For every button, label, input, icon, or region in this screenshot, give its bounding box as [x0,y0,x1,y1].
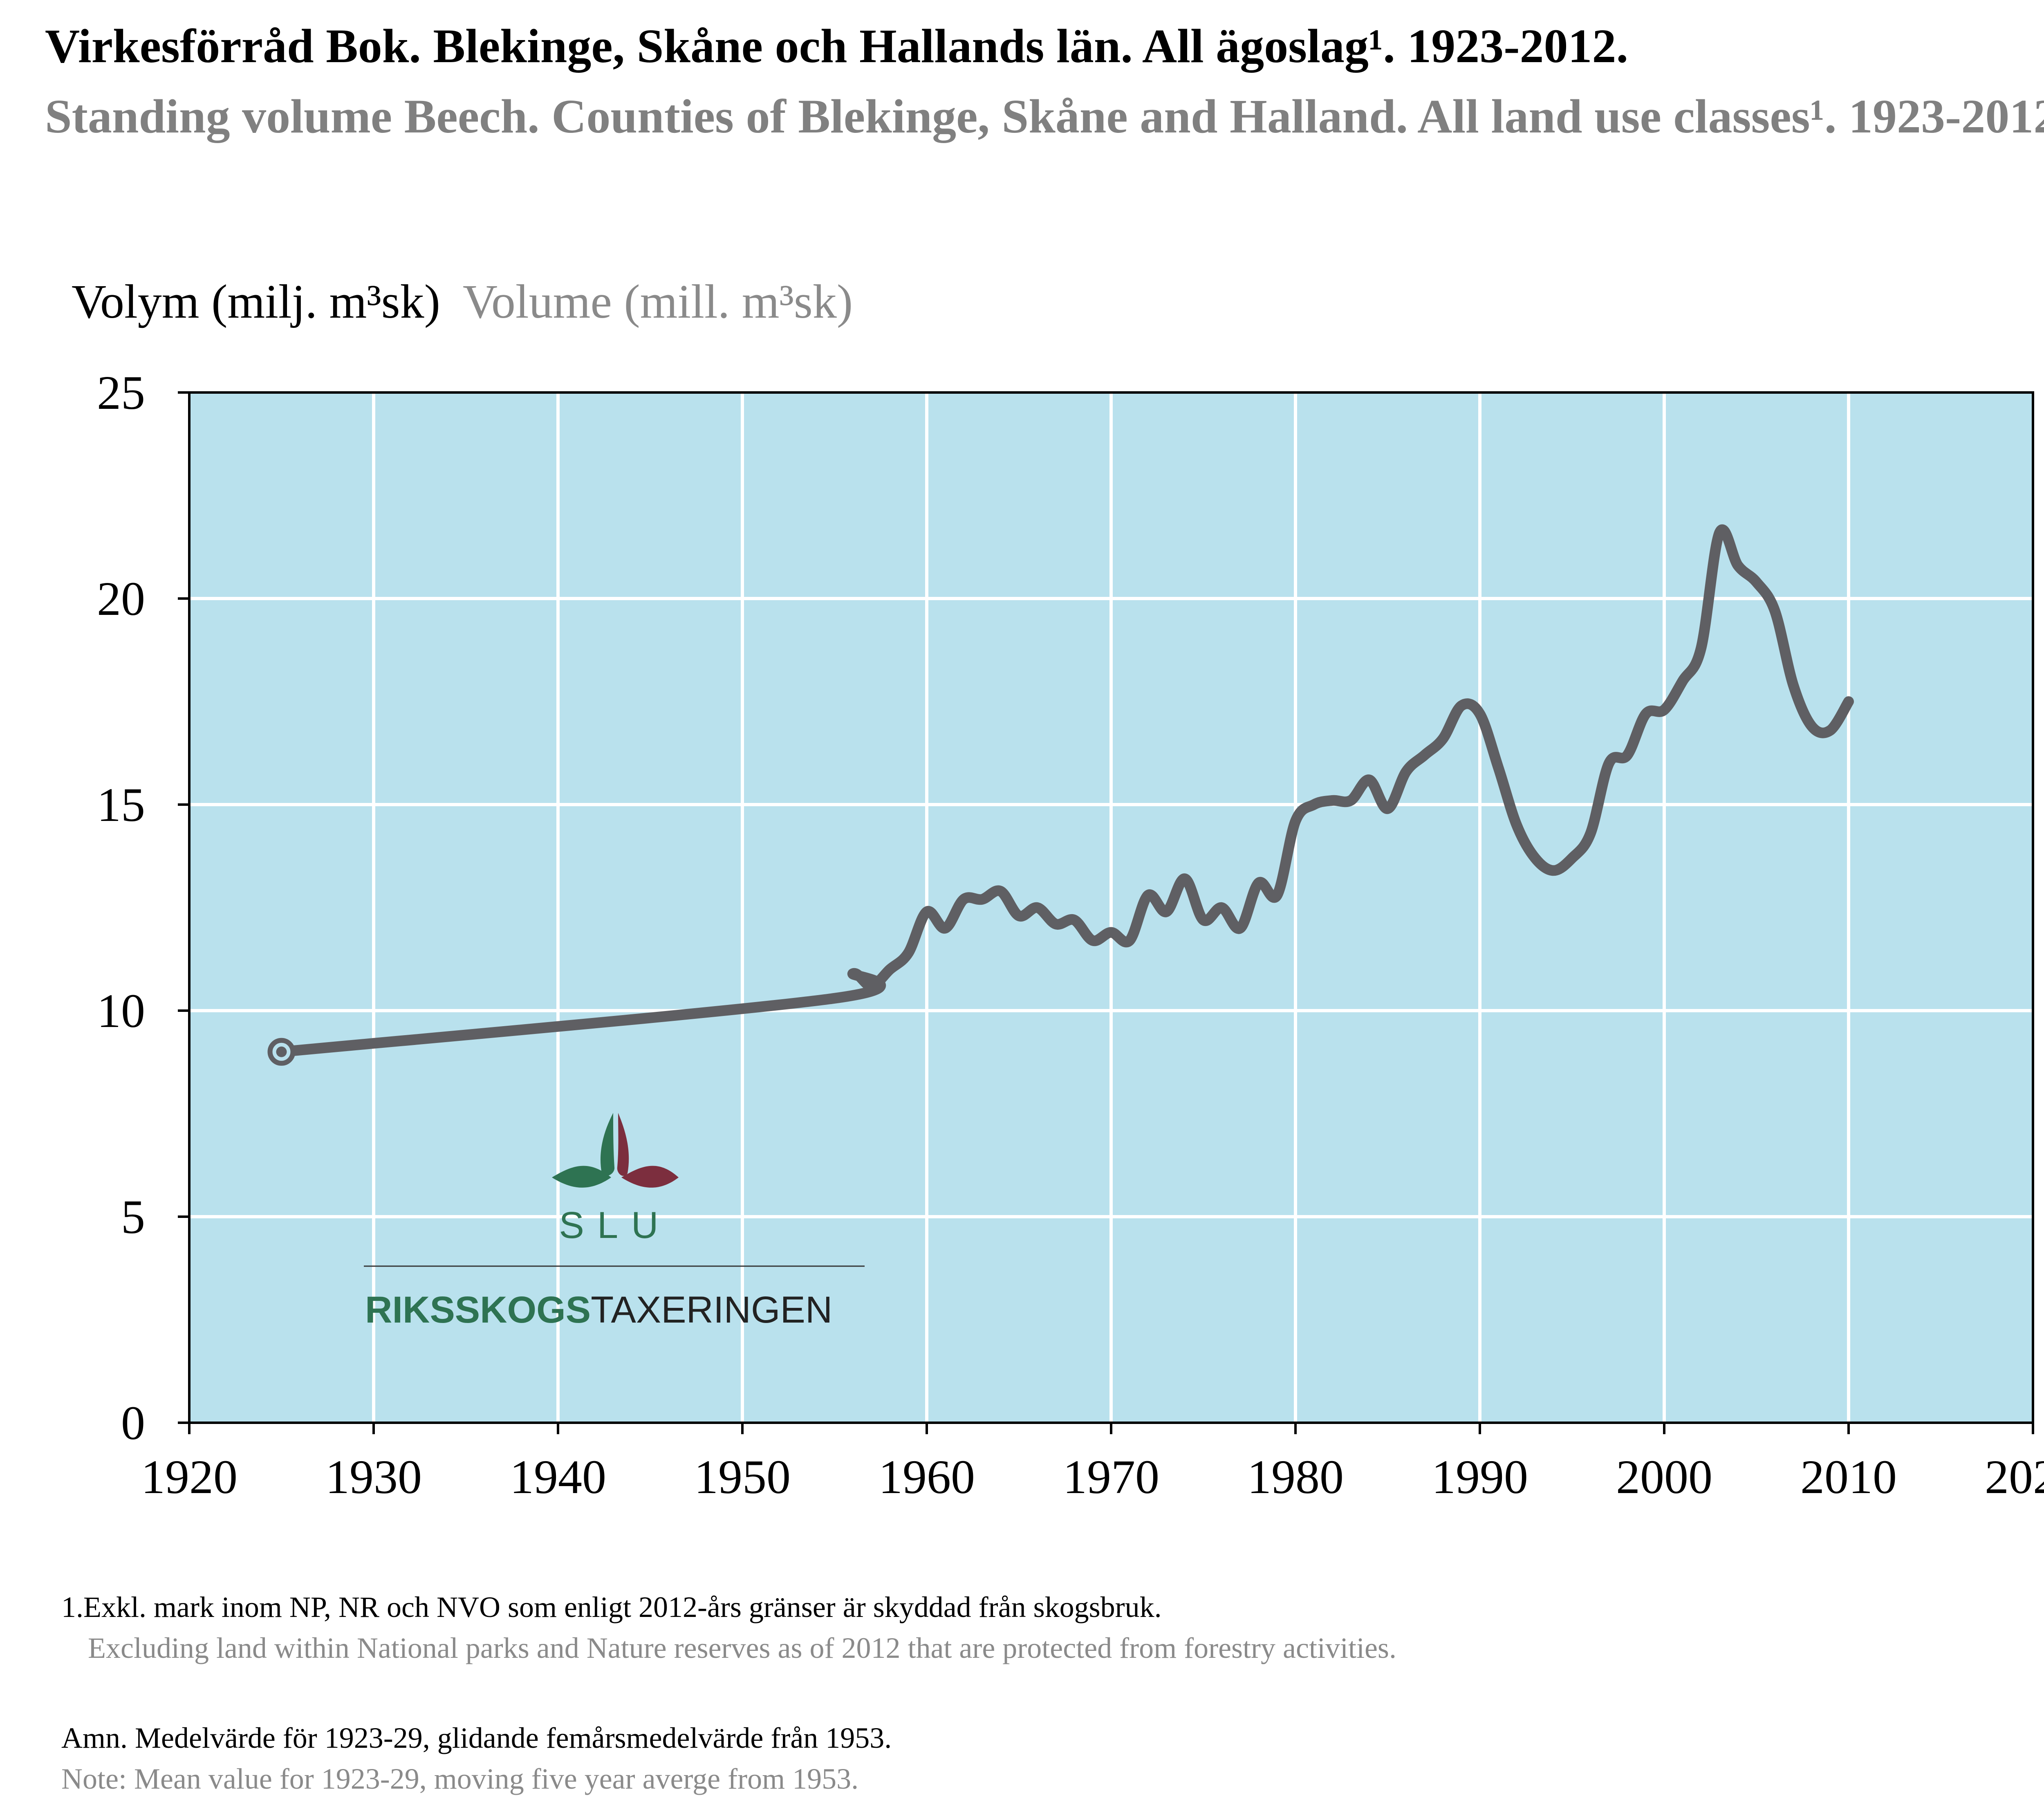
chart-subtitle: Standing volume Beech. Counties of Bleki… [45,90,2044,143]
slu-riksskogstaxeringen-logo: SLU RIKSSKOGSTAXERINGEN [364,1113,865,1331]
slu-wordmark: SLU [559,1204,672,1246]
x-tick-label: 1920 [141,1450,238,1504]
x-tick-label: 1990 [1432,1450,1528,1504]
y-tick-label: 20 [97,572,145,626]
y-axis-label-en: Volume (mill. m³sk) [462,275,853,328]
y-axis-label-sv: Volym (milj. m³sk) [72,275,440,328]
y-tick-label: 0 [121,1396,145,1450]
y-tick-label: 25 [97,366,145,419]
chart-title: Virkesförråd Bok. Blekinge, Skåne och Ha… [45,19,1629,73]
y-tick-label: 5 [121,1190,145,1244]
gridlines [189,392,2033,1423]
slu-leaf-green-left [552,1166,611,1188]
note-en: Note: Mean value for 1923-29, moving fiv… [61,1762,859,1795]
footnote-en: Excluding land within National parks and… [88,1632,1396,1664]
x-tick-label: 2000 [1616,1450,1712,1504]
x-tick-label: 2020 [1985,1450,2044,1504]
series-start-marker-dot [276,1046,287,1057]
x-tick-label: 1970 [1063,1450,1159,1504]
x-tick-label: 1930 [325,1450,422,1504]
slu-leaf-green-stem [600,1113,615,1176]
footnote-sv: 1.Exkl. mark inom NP, NR och NVO som enl… [61,1591,1162,1623]
slu-leaf-red-right [621,1166,679,1188]
x-tick-label: 2010 [1800,1450,1897,1504]
note-sv: Amn. Medelvärde för 1923-29, glidande fe… [61,1722,892,1754]
x-tick-label: 1960 [879,1450,975,1504]
line-chart: SLU RIKSSKOGSTAXERINGEN 1920 1930 1940 1950… [97,366,2044,1504]
slu-leaf-red-stem [617,1113,629,1176]
y-tick-label: 15 [97,778,145,832]
series-layer [267,524,1854,1066]
x-tick-label: 1950 [694,1450,791,1504]
riks-bold-part: RIKSSKOGS [365,1289,591,1331]
axis-ticks: 1920 1930 1940 1950 1960 1970 1980 1990 2000 2010… [97,366,2044,1504]
riksskogstaxeringen-wordmark: RIKSSKOGSTAXERINGEN [365,1289,832,1331]
riks-light-part: TAXERINGEN [591,1289,832,1331]
y-axis-label: Volym (milj. m³sk) Volume (mill. m³sk) [72,274,853,330]
x-tick-label: 1940 [510,1450,606,1504]
x-tick-label: 1980 [1247,1450,1344,1504]
series-line-0 [276,524,1854,1057]
y-tick-label: 10 [97,984,145,1038]
